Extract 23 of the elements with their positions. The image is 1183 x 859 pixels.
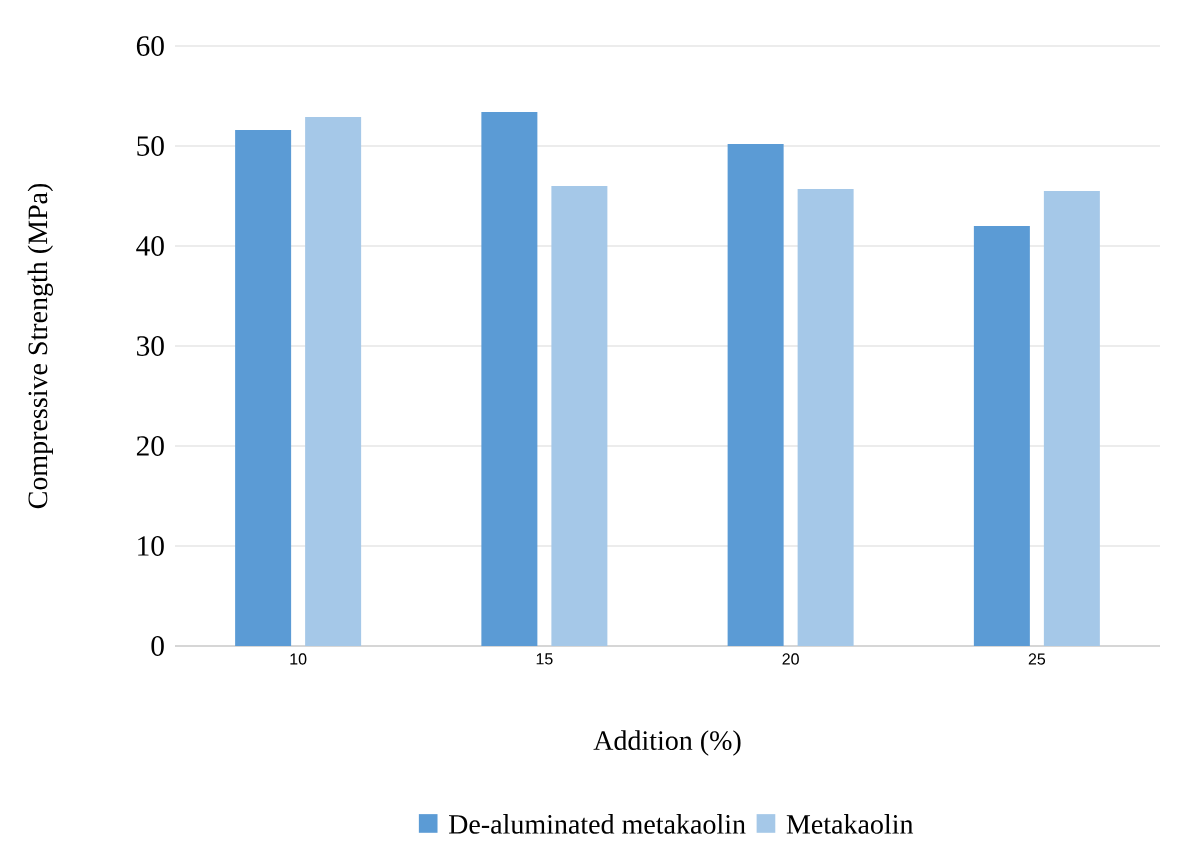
legend-label: Metakaolin bbox=[786, 814, 914, 834]
x-tick-label: 20 bbox=[782, 653, 799, 665]
y-tick-label: 40 bbox=[136, 236, 164, 256]
bar bbox=[797, 188, 854, 646]
y-tick-label: 10 bbox=[138, 536, 164, 556]
x-tick-label: 15 bbox=[536, 653, 553, 665]
y-tick-label: 20 bbox=[136, 436, 164, 456]
bar bbox=[1043, 190, 1100, 646]
y-tick-label: 50 bbox=[137, 136, 164, 156]
bar bbox=[481, 111, 538, 646]
bar bbox=[235, 129, 292, 646]
bar bbox=[305, 116, 362, 646]
x-tick-label: 10 bbox=[290, 653, 307, 665]
y-tick-label: 0 bbox=[151, 636, 164, 656]
legend-label: De-aluminated metakaolin bbox=[449, 814, 746, 834]
y-tick-label: 60 bbox=[136, 36, 164, 56]
y-tick-label: 30 bbox=[137, 336, 164, 356]
bar bbox=[551, 185, 608, 646]
x-tick-label: 25 bbox=[1028, 653, 1046, 665]
x-axis-title: Addition (%) bbox=[593, 730, 741, 756]
y-axis-title: Compressive Strength (MPa) bbox=[27, 183, 54, 509]
bar bbox=[727, 143, 784, 646]
bar bbox=[973, 225, 1030, 646]
